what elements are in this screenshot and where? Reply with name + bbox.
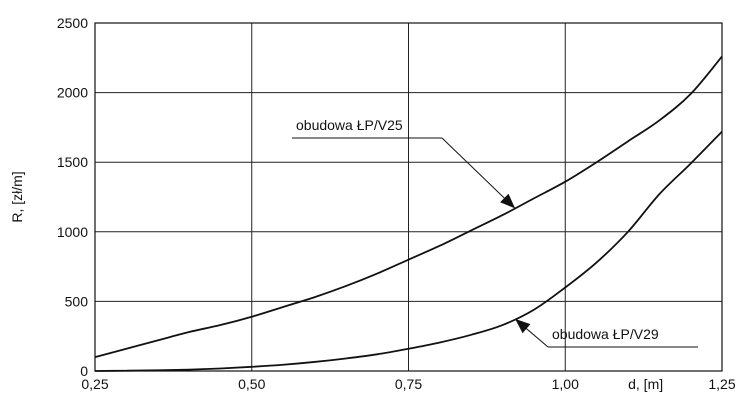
x-tick-label: 0,25: [81, 376, 108, 392]
x-tick-label: 0,50: [238, 376, 265, 392]
annotation-leader: [441, 137, 516, 209]
y-tick-labels: 0 500 1000 1500 2000 2500: [57, 15, 88, 379]
annotation-label: obudowa ŁP/V25: [296, 117, 403, 133]
y-tick-label: 1000: [57, 224, 88, 240]
annotation-2: obudowa ŁP/V29: [514, 318, 698, 348]
x-tick-labels: 0,25 0,50 0,75 1,00 1,25: [81, 376, 735, 392]
plot-frame: [94, 22, 723, 372]
annotation-layer: obudowa ŁP/V25 obudowa ŁP/V29: [292, 117, 698, 348]
y-tick-label: 1500: [57, 154, 88, 170]
annotation-arrowhead: [500, 193, 516, 209]
y-tick-label: 2500: [57, 15, 88, 31]
series-line-2: [94, 130, 723, 372]
x-tick-label: 1,25: [708, 376, 735, 392]
series-layer: [94, 55, 723, 372]
x-axis-label: d, [m]: [628, 376, 663, 392]
y-axis-label: R, [zł/m]: [9, 171, 25, 222]
x-tick-label: 1,00: [552, 376, 579, 392]
x-tick-label: 0,75: [395, 376, 422, 392]
annotation-label: obudowa ŁP/V29: [552, 326, 659, 342]
series-line-1: [94, 55, 723, 358]
annotation-1: obudowa ŁP/V25: [292, 117, 516, 209]
annotation-arrowhead: [515, 318, 531, 334]
y-tick-label: 0: [80, 363, 88, 379]
y-tick-label: 500: [65, 293, 89, 309]
y-tick-label: 2000: [57, 85, 88, 101]
grid-lines: [95, 23, 722, 371]
